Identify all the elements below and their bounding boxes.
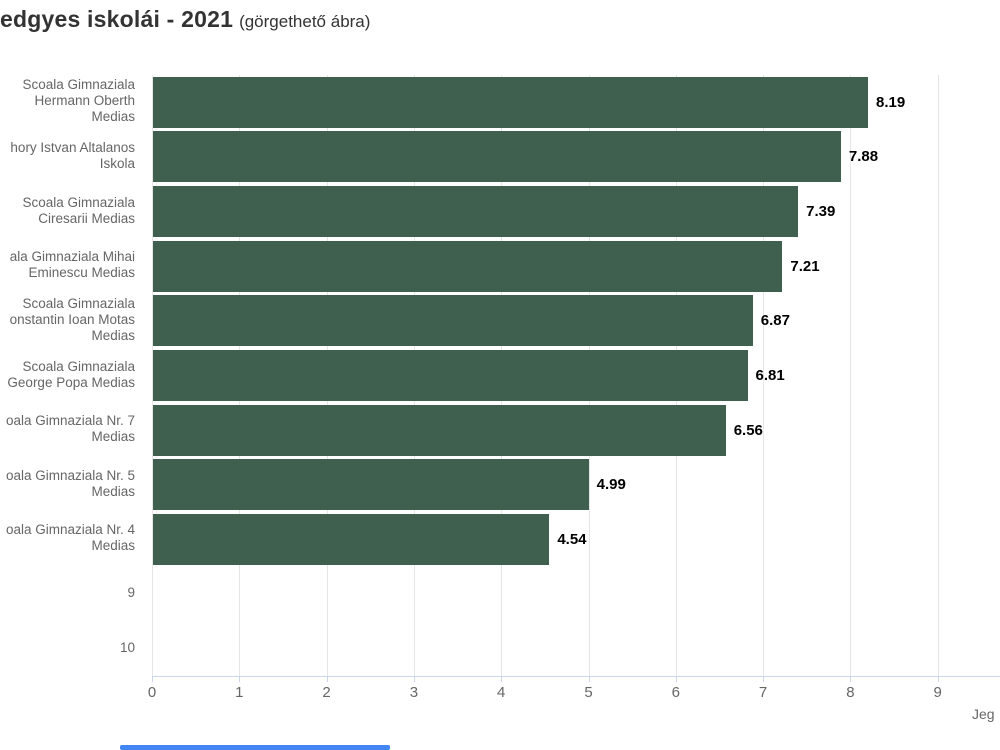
y-axis-category-label: Scoala Gimnaziala onstantin Ioan Motas Med… — [9, 295, 135, 343]
chart-subtitle: (görgethető ábra) — [239, 12, 371, 31]
bar-value-label: 4.54 — [557, 530, 587, 548]
y-axis-category-label: Scoala Gimnaziala Hermann Oberth Medias — [22, 77, 135, 125]
x-axis-tick — [850, 675, 852, 682]
bar[interactable] — [153, 240, 783, 292]
x-axis-tick — [501, 675, 503, 682]
x-axis-tick-label: 2 — [322, 683, 331, 701]
y-axis-category-label: Scoala Gimnaziala Ciresarii Medias — [22, 194, 135, 226]
x-axis-title: Jeg — [972, 706, 995, 722]
y-axis-category-label: oala Gimnaziala Nr. 4 Medias — [5, 522, 135, 554]
x-axis-tick-label: 3 — [409, 683, 419, 701]
x-axis-tick — [675, 675, 677, 682]
x-axis-tick — [413, 675, 415, 682]
bar-value-label: 6.81 — [755, 367, 785, 385]
bar-value-label: 6.87 — [760, 312, 790, 330]
x-axis-tick-label: 4 — [497, 683, 506, 701]
y-axis-category-label: ala Gimnaziala Mihai Eminescu Medias — [9, 249, 135, 281]
bar[interactable] — [153, 131, 841, 183]
x-axis-tick-label: 7 — [758, 683, 768, 701]
bar-value-label: 7.88 — [848, 148, 879, 166]
scrollbar-thumb[interactable] — [120, 745, 390, 750]
bar-value-label: 4.99 — [596, 476, 626, 494]
y-axis-category-label: oala Gimnaziala Nr. 5 Medias — [5, 467, 135, 499]
bar-value-label: 6.56 — [733, 421, 763, 439]
x-axis-tick — [763, 675, 765, 682]
bar-value-label: 8.19 — [875, 93, 906, 111]
bar[interactable] — [153, 186, 799, 238]
x-axis-tick-label: 0 — [147, 683, 157, 701]
bar-value-label: 7.39 — [806, 203, 836, 221]
x-axis-line — [152, 675, 1000, 677]
x-axis-tick-label: 1 — [235, 683, 244, 701]
x-axis-tick-label: 8 — [846, 683, 855, 701]
chart-header: edgyes iskolái - 2021 (görgethető ábra) — [0, 6, 370, 33]
x-axis-tick — [239, 675, 241, 682]
x-axis-tick — [152, 675, 153, 682]
chart-title: edgyes iskolái - 2021 — [0, 6, 234, 32]
x-axis-tick-label: 6 — [671, 683, 680, 701]
y-axis-category-label: hory Istvan Altalanos Iskola — [10, 139, 135, 171]
bar[interactable] — [153, 350, 748, 402]
x-axis-tick-label: 9 — [933, 683, 942, 701]
bar[interactable] — [153, 295, 753, 347]
bar[interactable] — [153, 76, 868, 128]
bar-value-label: 7.21 — [790, 257, 820, 275]
gridline — [937, 75, 939, 676]
gridline — [152, 75, 153, 676]
x-axis-tick — [937, 675, 939, 682]
bar[interactable] — [153, 513, 550, 565]
y-axis-category-label: 10 — [119, 639, 135, 655]
x-axis-tick — [588, 675, 590, 682]
y-axis-category-label: oala Gimnaziala Nr. 7 Medias — [5, 413, 135, 445]
bar[interactable] — [153, 459, 589, 511]
x-axis-tick-label: 5 — [584, 683, 593, 701]
bar[interactable] — [153, 404, 726, 456]
x-axis-tick — [326, 675, 328, 682]
y-axis-category-label: 9 — [127, 585, 135, 601]
gridline — [850, 75, 852, 676]
gridline — [763, 75, 765, 676]
y-axis-category-label: Scoala Gimnaziala George Popa Medias — [7, 358, 135, 390]
